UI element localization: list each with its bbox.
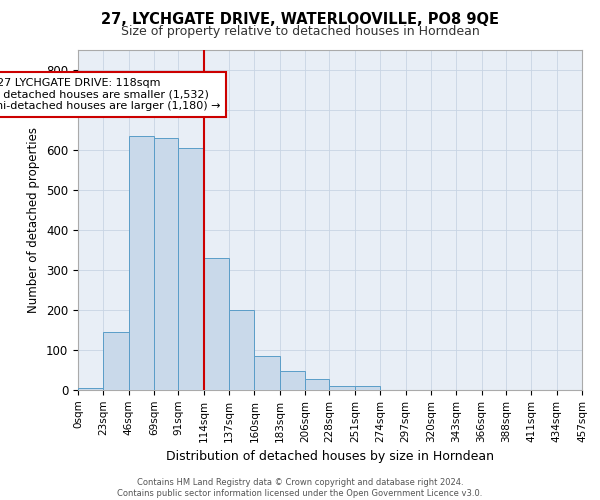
Bar (254, 356, 280, 390)
X-axis label: Distribution of detached houses by size in Horndean: Distribution of detached houses by size … (166, 450, 494, 463)
Bar (329, 386, 355, 390)
Bar (204, 258, 229, 390)
Bar (305, 379, 329, 390)
Bar (154, 138, 178, 390)
Bar (355, 386, 380, 390)
Bar (280, 371, 305, 390)
Bar (178, 148, 204, 390)
Bar (78, 388, 103, 390)
Text: Size of property relative to detached houses in Horndean: Size of property relative to detached ho… (121, 25, 479, 38)
Text: Contains HM Land Registry data © Crown copyright and database right 2024.
Contai: Contains HM Land Registry data © Crown c… (118, 478, 482, 498)
Bar (229, 310, 254, 390)
Bar (103, 332, 129, 390)
Text: 27 LYCHGATE DRIVE: 118sqm
← 56% of detached houses are smaller (1,532)
44% of se: 27 LYCHGATE DRIVE: 118sqm ← 56% of detac… (0, 78, 220, 111)
Text: 27, LYCHGATE DRIVE, WATERLOOVILLE, PO8 9QE: 27, LYCHGATE DRIVE, WATERLOOVILLE, PO8 9… (101, 12, 499, 28)
Bar (129, 136, 154, 390)
Y-axis label: Number of detached properties: Number of detached properties (28, 127, 40, 313)
